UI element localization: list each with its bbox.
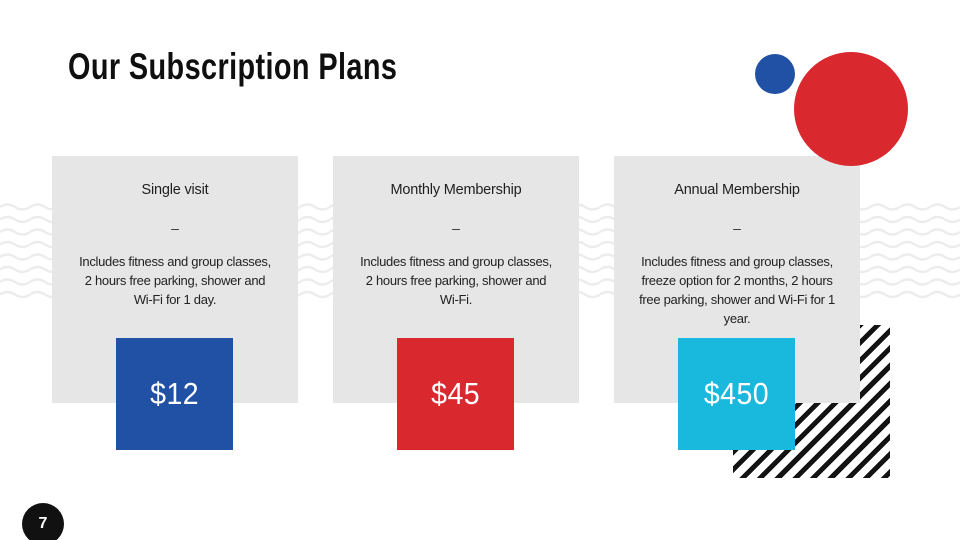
- slide-title: Our Subscription Plans: [68, 46, 398, 87]
- price-box-single-visit: $12: [116, 338, 233, 450]
- price-value: $45: [431, 376, 480, 411]
- price-value: $12: [150, 376, 199, 411]
- plan-name: Monthly Membership: [390, 182, 522, 198]
- page-number: 7: [38, 515, 48, 532]
- blue-circle-decoration: [755, 54, 795, 94]
- plan-description: Includes fitness and group classes, 2 ho…: [360, 254, 552, 307]
- plan-description: Includes fitness and group classes, 2 ho…: [79, 254, 271, 307]
- plan-card-annual-membership: Annual Membership – Includes fitness and…: [614, 156, 860, 403]
- red-circle-decoration: [794, 52, 908, 166]
- plan-name: Single visit: [141, 182, 209, 198]
- plan-separator-dash: –: [452, 220, 460, 236]
- price-box-monthly-membership: $45: [397, 338, 514, 450]
- page-number-badge: 7: [22, 503, 64, 540]
- plan-separator-dash: –: [171, 220, 179, 236]
- plan-description: Includes fitness and group classes, free…: [639, 254, 835, 326]
- plan-name: Annual Membership: [674, 182, 800, 198]
- price-value: $450: [703, 376, 770, 411]
- price-box-annual-membership: $450: [678, 338, 795, 450]
- plan-separator-dash: –: [733, 220, 741, 236]
